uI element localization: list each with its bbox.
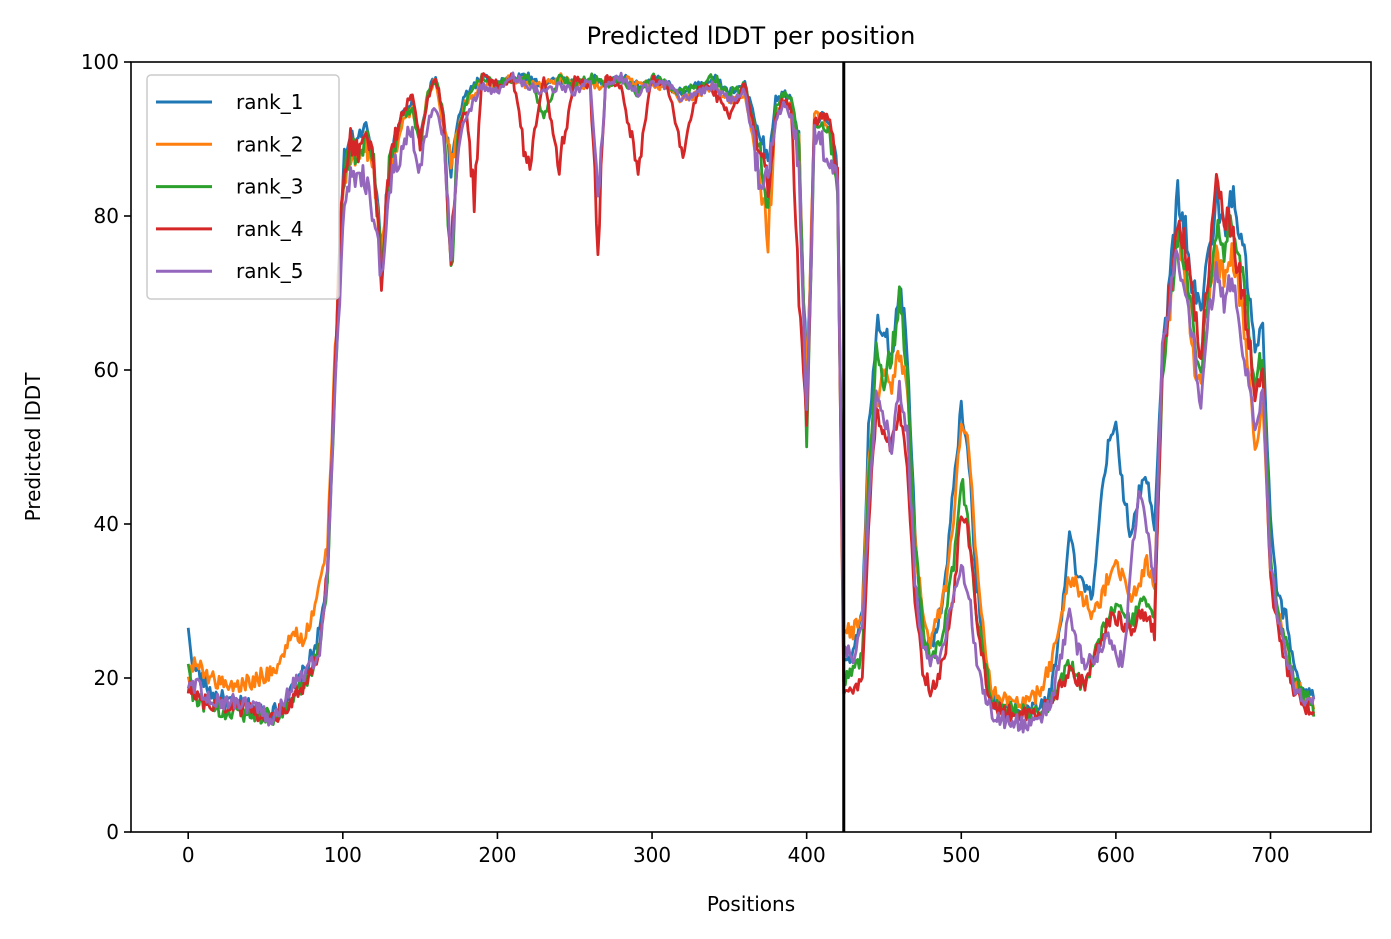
- y-tick-label: 0: [106, 820, 119, 844]
- legend-label-rank-1: rank_1: [236, 90, 303, 114]
- y-tick-label: 80: [94, 204, 119, 228]
- plot-frame: [130, 61, 1372, 833]
- x-tick-label: 500: [942, 843, 980, 867]
- x-axis-title: Positions: [707, 892, 795, 916]
- chart-title: Predicted lDDT per position: [587, 22, 916, 50]
- y-tick-label: 100: [81, 50, 119, 74]
- series-line-rank-5: [186, 71, 1316, 734]
- x-axis: 0 100 200 300 400 500 600 700: [182, 832, 1290, 867]
- series-layer: [186, 71, 1316, 734]
- x-tick-label: 300: [633, 843, 671, 867]
- legend-label-rank-3: rank_3: [236, 175, 303, 199]
- legend-label-rank-2: rank_2: [236, 132, 303, 156]
- y-axis: 0 20 40 60 80 100: [81, 50, 131, 844]
- y-tick-label: 20: [94, 666, 119, 690]
- y-tick-label: 40: [94, 512, 119, 536]
- x-tick-label: 700: [1251, 843, 1289, 867]
- legend-frame: [146, 74, 340, 300]
- legend: rank_1 rank_2 rank_3 rank_4 rank_5: [146, 74, 340, 300]
- x-tick-label: 600: [1097, 843, 1135, 867]
- x-tick-label: 400: [788, 843, 826, 867]
- y-tick-label: 60: [94, 358, 119, 382]
- legend-label-rank-4: rank_4: [236, 217, 303, 241]
- x-tick-label: 200: [478, 843, 516, 867]
- legend-label-rank-5: rank_5: [236, 259, 303, 283]
- x-tick-label: 100: [324, 843, 362, 867]
- y-axis-title: Predicted lDDT: [21, 372, 45, 522]
- x-tick-label: 0: [182, 843, 195, 867]
